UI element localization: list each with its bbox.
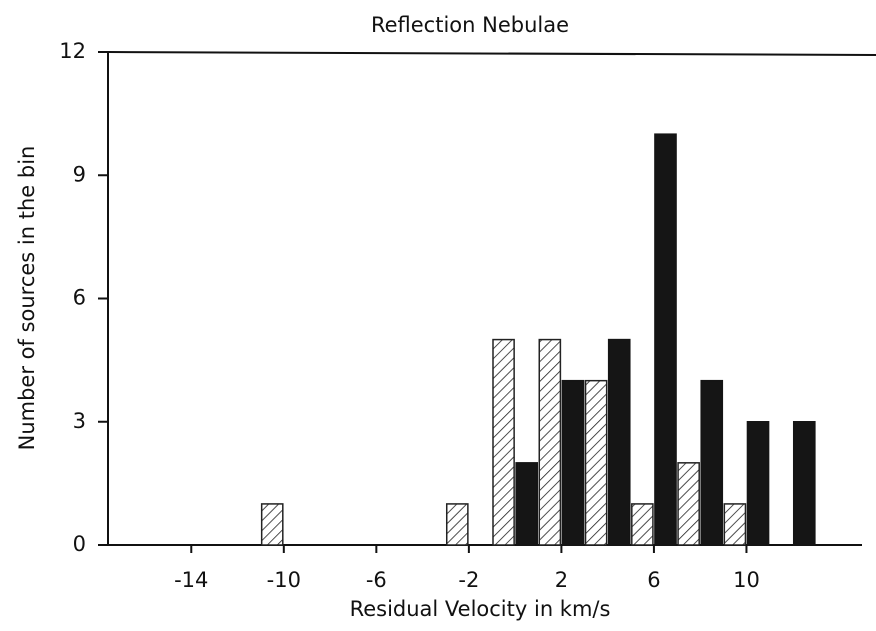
y-tick-label: 9 — [73, 162, 86, 186]
bar — [538, 338, 562, 546]
x-tick-label: -2 — [458, 568, 479, 592]
bar — [746, 421, 770, 546]
y-axis-label: Number of sources in the bin — [15, 146, 39, 451]
bar — [445, 503, 469, 546]
bar — [792, 421, 816, 546]
bar — [492, 338, 515, 546]
y-tick-label: 3 — [73, 409, 86, 433]
bar — [561, 379, 585, 546]
x-tick-label: 6 — [647, 568, 660, 592]
bar — [515, 462, 539, 546]
bar — [677, 462, 700, 546]
bar — [700, 379, 724, 546]
chart-title: Reflection Nebulae — [371, 13, 569, 37]
y-tick-label: 6 — [73, 286, 86, 310]
y-tick-label: 12 — [59, 39, 86, 63]
x-tick-label: 2 — [555, 568, 568, 592]
y-tick-label: 0 — [73, 532, 86, 556]
x-tick-label: -6 — [366, 568, 387, 592]
top-frame — [107, 51, 876, 56]
bar — [723, 503, 747, 546]
bar — [631, 503, 654, 546]
x-tick-label: -14 — [174, 568, 208, 592]
bar — [584, 379, 608, 546]
bar — [607, 338, 631, 546]
x-axis-label: Residual Velocity in km/s — [350, 597, 611, 621]
bar — [260, 503, 284, 546]
x-tick-label: 10 — [733, 568, 760, 592]
bar — [654, 133, 677, 546]
x-tick-label: -10 — [267, 568, 301, 592]
